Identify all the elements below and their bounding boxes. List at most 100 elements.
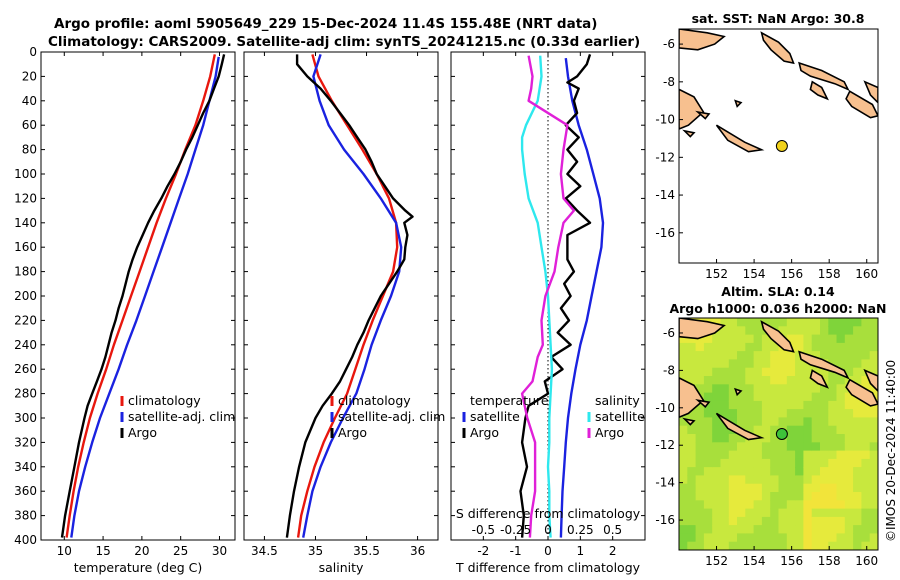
sla-cell — [844, 326, 854, 336]
argo-position-marker — [775, 428, 788, 440]
land-polygon — [809, 80, 829, 101]
sla-cell — [770, 541, 780, 550]
sla-cell — [786, 425, 796, 435]
sla-cell — [811, 525, 821, 534]
sla-cell — [853, 334, 862, 344]
depth-axis: 0 20 40 60 80 100 120 140 160 180 200 220 240 260 280 3… — [14, 45, 645, 547]
sla-cell — [869, 508, 878, 518]
sla-cell — [861, 400, 871, 410]
sla-cell — [836, 342, 846, 352]
sla-cell — [720, 425, 730, 435]
sla-cell — [687, 442, 697, 452]
sla-cell — [703, 392, 713, 402]
sla-cell — [778, 533, 788, 543]
sla-cell — [836, 318, 846, 327]
sla-cell — [728, 467, 738, 476]
sla-cell — [720, 525, 730, 534]
sla-cell — [811, 384, 821, 394]
sla-cell — [811, 425, 821, 435]
sla-cell — [861, 434, 871, 443]
sla-cell — [753, 525, 763, 534]
sla-cell — [861, 458, 871, 468]
salinity-x-axis: 34.5 35 35.5 36 — [251, 52, 425, 558]
sla-cell — [720, 318, 730, 327]
sla-cell — [853, 342, 862, 352]
sla-cell — [836, 450, 846, 460]
sla-cell — [728, 525, 738, 534]
sla-cell — [753, 500, 763, 510]
sla-cell — [679, 434, 688, 443]
sla-cell — [853, 417, 862, 427]
sla-cell — [786, 525, 796, 534]
sla-cell — [695, 417, 705, 427]
sla-cell — [786, 442, 796, 452]
sla-cell — [795, 376, 804, 385]
sla-cell — [761, 450, 771, 460]
sla-cell — [728, 342, 738, 352]
sla-cell — [703, 334, 713, 344]
map-y-tick-label: -14 — [655, 476, 675, 490]
sla-cell — [695, 334, 705, 344]
sla-cell — [853, 492, 862, 501]
sla-cell — [844, 367, 854, 377]
sla-cell — [687, 334, 697, 344]
sla-cell — [828, 516, 838, 526]
depth-tick-label: 240 — [14, 338, 37, 352]
map-y-tick-label: -16 — [655, 226, 675, 240]
series-line-salinity-argo — [520, 55, 576, 538]
sla-cell — [786, 318, 796, 327]
sla-cell — [712, 376, 722, 385]
sla-cell — [745, 384, 755, 394]
sla-cell — [836, 417, 846, 427]
sla-cell — [795, 417, 804, 427]
legend-title-temperature: temperature — [470, 393, 549, 408]
sla-cell — [753, 318, 763, 327]
sla-cell — [786, 417, 796, 427]
sla-cell — [786, 334, 796, 344]
land-polygon — [679, 318, 726, 340]
sla-cell — [861, 326, 871, 336]
sla-cell — [786, 376, 796, 385]
sla-cell — [728, 359, 738, 369]
sla-cell — [836, 326, 846, 336]
sla-cell — [811, 475, 821, 485]
map-y-tick-label: -8 — [663, 363, 675, 377]
sla-cell — [687, 483, 697, 493]
sla-cell — [712, 516, 722, 526]
sla-cell — [803, 492, 813, 501]
sla-cell — [786, 400, 796, 410]
sla-cell — [786, 467, 796, 476]
sla-cell — [703, 409, 713, 418]
sla-cell — [828, 318, 838, 327]
sla-cell — [836, 500, 846, 510]
map-x-tick-label: 152 — [705, 554, 728, 568]
depth-tick-label: 180 — [14, 265, 37, 279]
sla-cell — [795, 318, 804, 327]
sla-cell — [761, 508, 771, 518]
map-y-tick-label: -6 — [663, 326, 675, 340]
map-y-tick-label: -6 — [663, 37, 675, 51]
s-tick-label: 0.25 — [567, 523, 594, 537]
sla-cell — [853, 516, 862, 526]
sla-cell — [737, 458, 746, 468]
sla-cell — [803, 450, 813, 460]
sla-cell — [811, 392, 821, 402]
sla-cell — [803, 458, 813, 468]
s-tick-label: 0.5 — [603, 523, 622, 537]
sla-cell — [828, 334, 838, 344]
sla-cell — [687, 342, 697, 352]
depth-tick-label: 160 — [14, 240, 37, 254]
sla-cell — [861, 475, 871, 485]
sla-cell — [728, 376, 738, 385]
sla-cell — [828, 492, 838, 501]
sla-cell — [695, 525, 705, 534]
sla-cell — [753, 326, 763, 336]
sla-cell — [803, 475, 813, 485]
sla-cell — [861, 318, 871, 327]
sla-cell — [703, 475, 713, 485]
sla-cell — [844, 351, 854, 360]
sla-cell — [728, 409, 738, 418]
sla-cell — [728, 334, 738, 344]
sla-cell — [770, 376, 780, 385]
sla-cell — [745, 425, 755, 435]
